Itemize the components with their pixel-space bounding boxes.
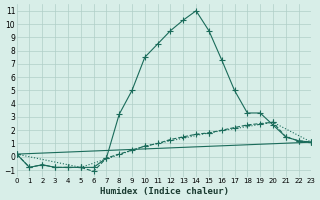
X-axis label: Humidex (Indice chaleur): Humidex (Indice chaleur) xyxy=(100,187,228,196)
